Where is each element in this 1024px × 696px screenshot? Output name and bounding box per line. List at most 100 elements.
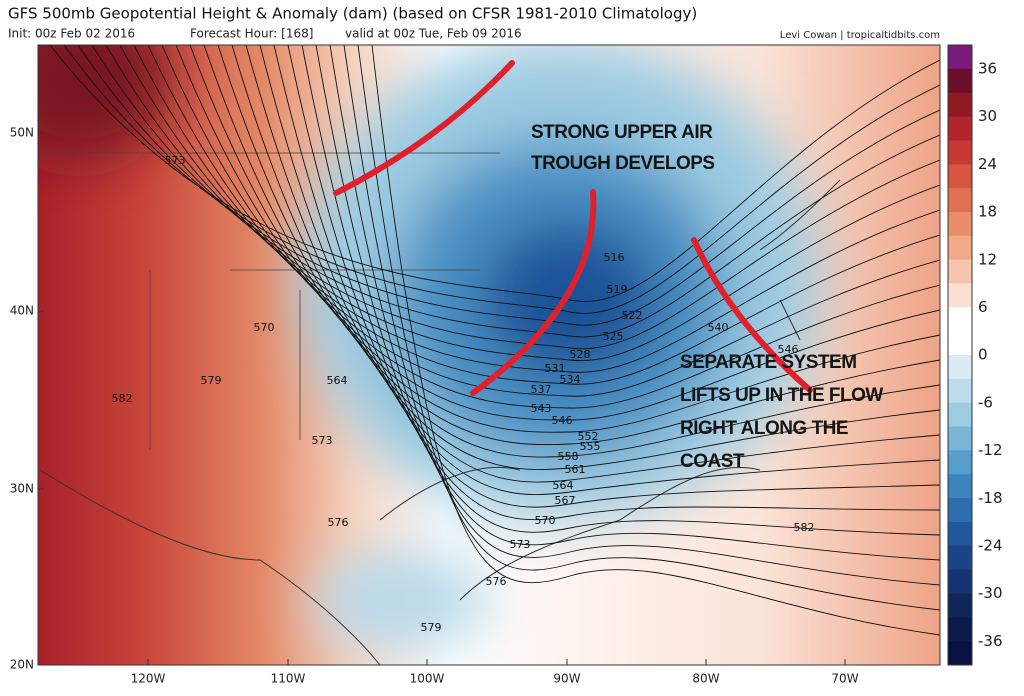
forecast-hour: Forecast Hour: [168] bbox=[190, 27, 313, 41]
height-contour bbox=[147, 45, 940, 385]
colorbar-segment bbox=[948, 426, 972, 451]
colorbar-segment bbox=[948, 45, 972, 70]
height-contour bbox=[371, 45, 940, 636]
contour-label: 516 bbox=[604, 251, 625, 264]
height-contour bbox=[91, 45, 940, 338]
colorbar-label: 36 bbox=[978, 60, 997, 78]
contour-label: 540 bbox=[708, 321, 729, 334]
contour-label: 519 bbox=[607, 283, 628, 296]
longitude-label: 120W bbox=[131, 672, 166, 686]
annotation-text: LIFTS UP IN THE FLOW bbox=[680, 385, 883, 406]
height-contour bbox=[357, 45, 940, 611]
colorbar-segment bbox=[948, 521, 972, 547]
height-contour bbox=[287, 45, 940, 508]
colorbar-label: -36 bbox=[978, 632, 1003, 650]
contour-label: 567 bbox=[555, 494, 576, 507]
annotation-text: STRONG UPPER AIR bbox=[531, 122, 713, 143]
colorbar-label: 6 bbox=[978, 298, 988, 316]
annotation-text: SEPARATE SYSTEM bbox=[680, 352, 857, 373]
colorbar-segment bbox=[948, 235, 972, 261]
contour-label: 576 bbox=[486, 575, 507, 588]
contour-label: 582 bbox=[794, 521, 815, 534]
contour-label: 534 bbox=[560, 373, 581, 386]
height-contour bbox=[161, 45, 940, 397]
annotation-arrow bbox=[333, 60, 813, 396]
contour-label: 537 bbox=[531, 383, 552, 396]
valid-time: valid at 00z Tue, Feb 09 2016 bbox=[345, 27, 522, 41]
height-contour bbox=[217, 45, 940, 446]
colorbar-segment bbox=[948, 378, 972, 404]
latitude-label: 20N bbox=[10, 658, 34, 672]
contour-label: 579 bbox=[421, 621, 442, 634]
contour-label: 546 bbox=[552, 414, 573, 427]
height-contour bbox=[315, 45, 940, 536]
colorbar-segment bbox=[948, 641, 972, 666]
colorbar-label: 0 bbox=[978, 346, 988, 364]
colorbar-segment bbox=[948, 307, 972, 332]
height-contour bbox=[203, 45, 940, 433]
colorbar-segment bbox=[948, 593, 972, 618]
longitude-label: 110W bbox=[271, 672, 306, 686]
colorbar-segment bbox=[948, 259, 972, 284]
contour-label: 570 bbox=[254, 321, 275, 334]
contour-label: 564 bbox=[327, 374, 348, 387]
colorbar-segment bbox=[948, 92, 972, 118]
colorbar-segment bbox=[948, 402, 972, 428]
colorbar-label: -30 bbox=[978, 584, 1003, 602]
height-contour bbox=[259, 45, 940, 483]
longitude-label: 70W bbox=[831, 672, 858, 686]
longitude-label: 100W bbox=[410, 672, 445, 686]
colorbar-segment bbox=[948, 164, 972, 189]
contour-label: 564 bbox=[553, 479, 574, 492]
contour-label: 573 bbox=[510, 538, 531, 551]
height-contour bbox=[343, 45, 940, 586]
map-area: 573 570 579 582 564 573 576 579 576 573 570 567 564 5… bbox=[38, 45, 940, 665]
contour-label: 579 bbox=[201, 374, 222, 387]
latitude-label: 40N bbox=[10, 304, 34, 318]
colorbar-segment bbox=[948, 188, 972, 213]
contour-label: 525 bbox=[603, 330, 624, 343]
contour-label: 531 bbox=[545, 362, 566, 375]
colorbar-label: 18 bbox=[978, 203, 997, 221]
colorbar-segment bbox=[948, 545, 972, 571]
colorbar-segment bbox=[948, 211, 972, 237]
height-contour bbox=[189, 45, 940, 421]
contour-label: 555 bbox=[580, 440, 601, 453]
contour-label: 582 bbox=[112, 392, 133, 405]
colorbar-segment bbox=[948, 450, 972, 475]
colorbar-segment bbox=[948, 355, 972, 380]
colorbar-label: 12 bbox=[978, 250, 997, 268]
contour-label: 561 bbox=[565, 463, 586, 476]
colorbar-frame bbox=[947, 44, 973, 666]
colorbar: 36 30 24 18 12 6 0 -6 -12 -18 -24 -30 -36 bbox=[947, 44, 1003, 666]
contour-label: 570 bbox=[535, 514, 556, 527]
height-contour bbox=[133, 45, 940, 373]
longitude-label: 80W bbox=[692, 672, 719, 686]
colorbar-segment bbox=[948, 116, 972, 141]
contour-label: 558 bbox=[558, 450, 579, 463]
contour-label: 546 bbox=[778, 343, 799, 356]
coastline bbox=[39, 179, 841, 665]
longitude-label: 90W bbox=[553, 672, 580, 686]
colorbar-segment bbox=[948, 498, 972, 523]
height-contour bbox=[245, 45, 940, 470]
colorbar-label: -6 bbox=[978, 393, 993, 411]
contour-label: 543 bbox=[531, 402, 552, 415]
annotation-text: RIGHT ALONG THE bbox=[680, 418, 848, 439]
colorbar-label: -12 bbox=[978, 441, 1003, 459]
height-contour bbox=[175, 45, 940, 409]
credit: Levi Cowan | tropicaltidbits.com bbox=[780, 30, 940, 41]
height-contour bbox=[329, 45, 940, 561]
height-contour bbox=[231, 45, 940, 458]
contour-label: 576 bbox=[328, 516, 349, 529]
height-contour bbox=[301, 45, 940, 521]
contour-label: 573 bbox=[312, 434, 333, 447]
colorbar-label: 24 bbox=[978, 155, 997, 173]
init-time: Init: 00z Feb 02 2016 bbox=[8, 27, 135, 41]
contour-label: 522 bbox=[622, 309, 643, 322]
annotation-text: TROUGH DEVELOPS bbox=[531, 153, 715, 174]
colorbar-segment bbox=[948, 569, 972, 594]
colorbar-segment bbox=[948, 617, 972, 642]
